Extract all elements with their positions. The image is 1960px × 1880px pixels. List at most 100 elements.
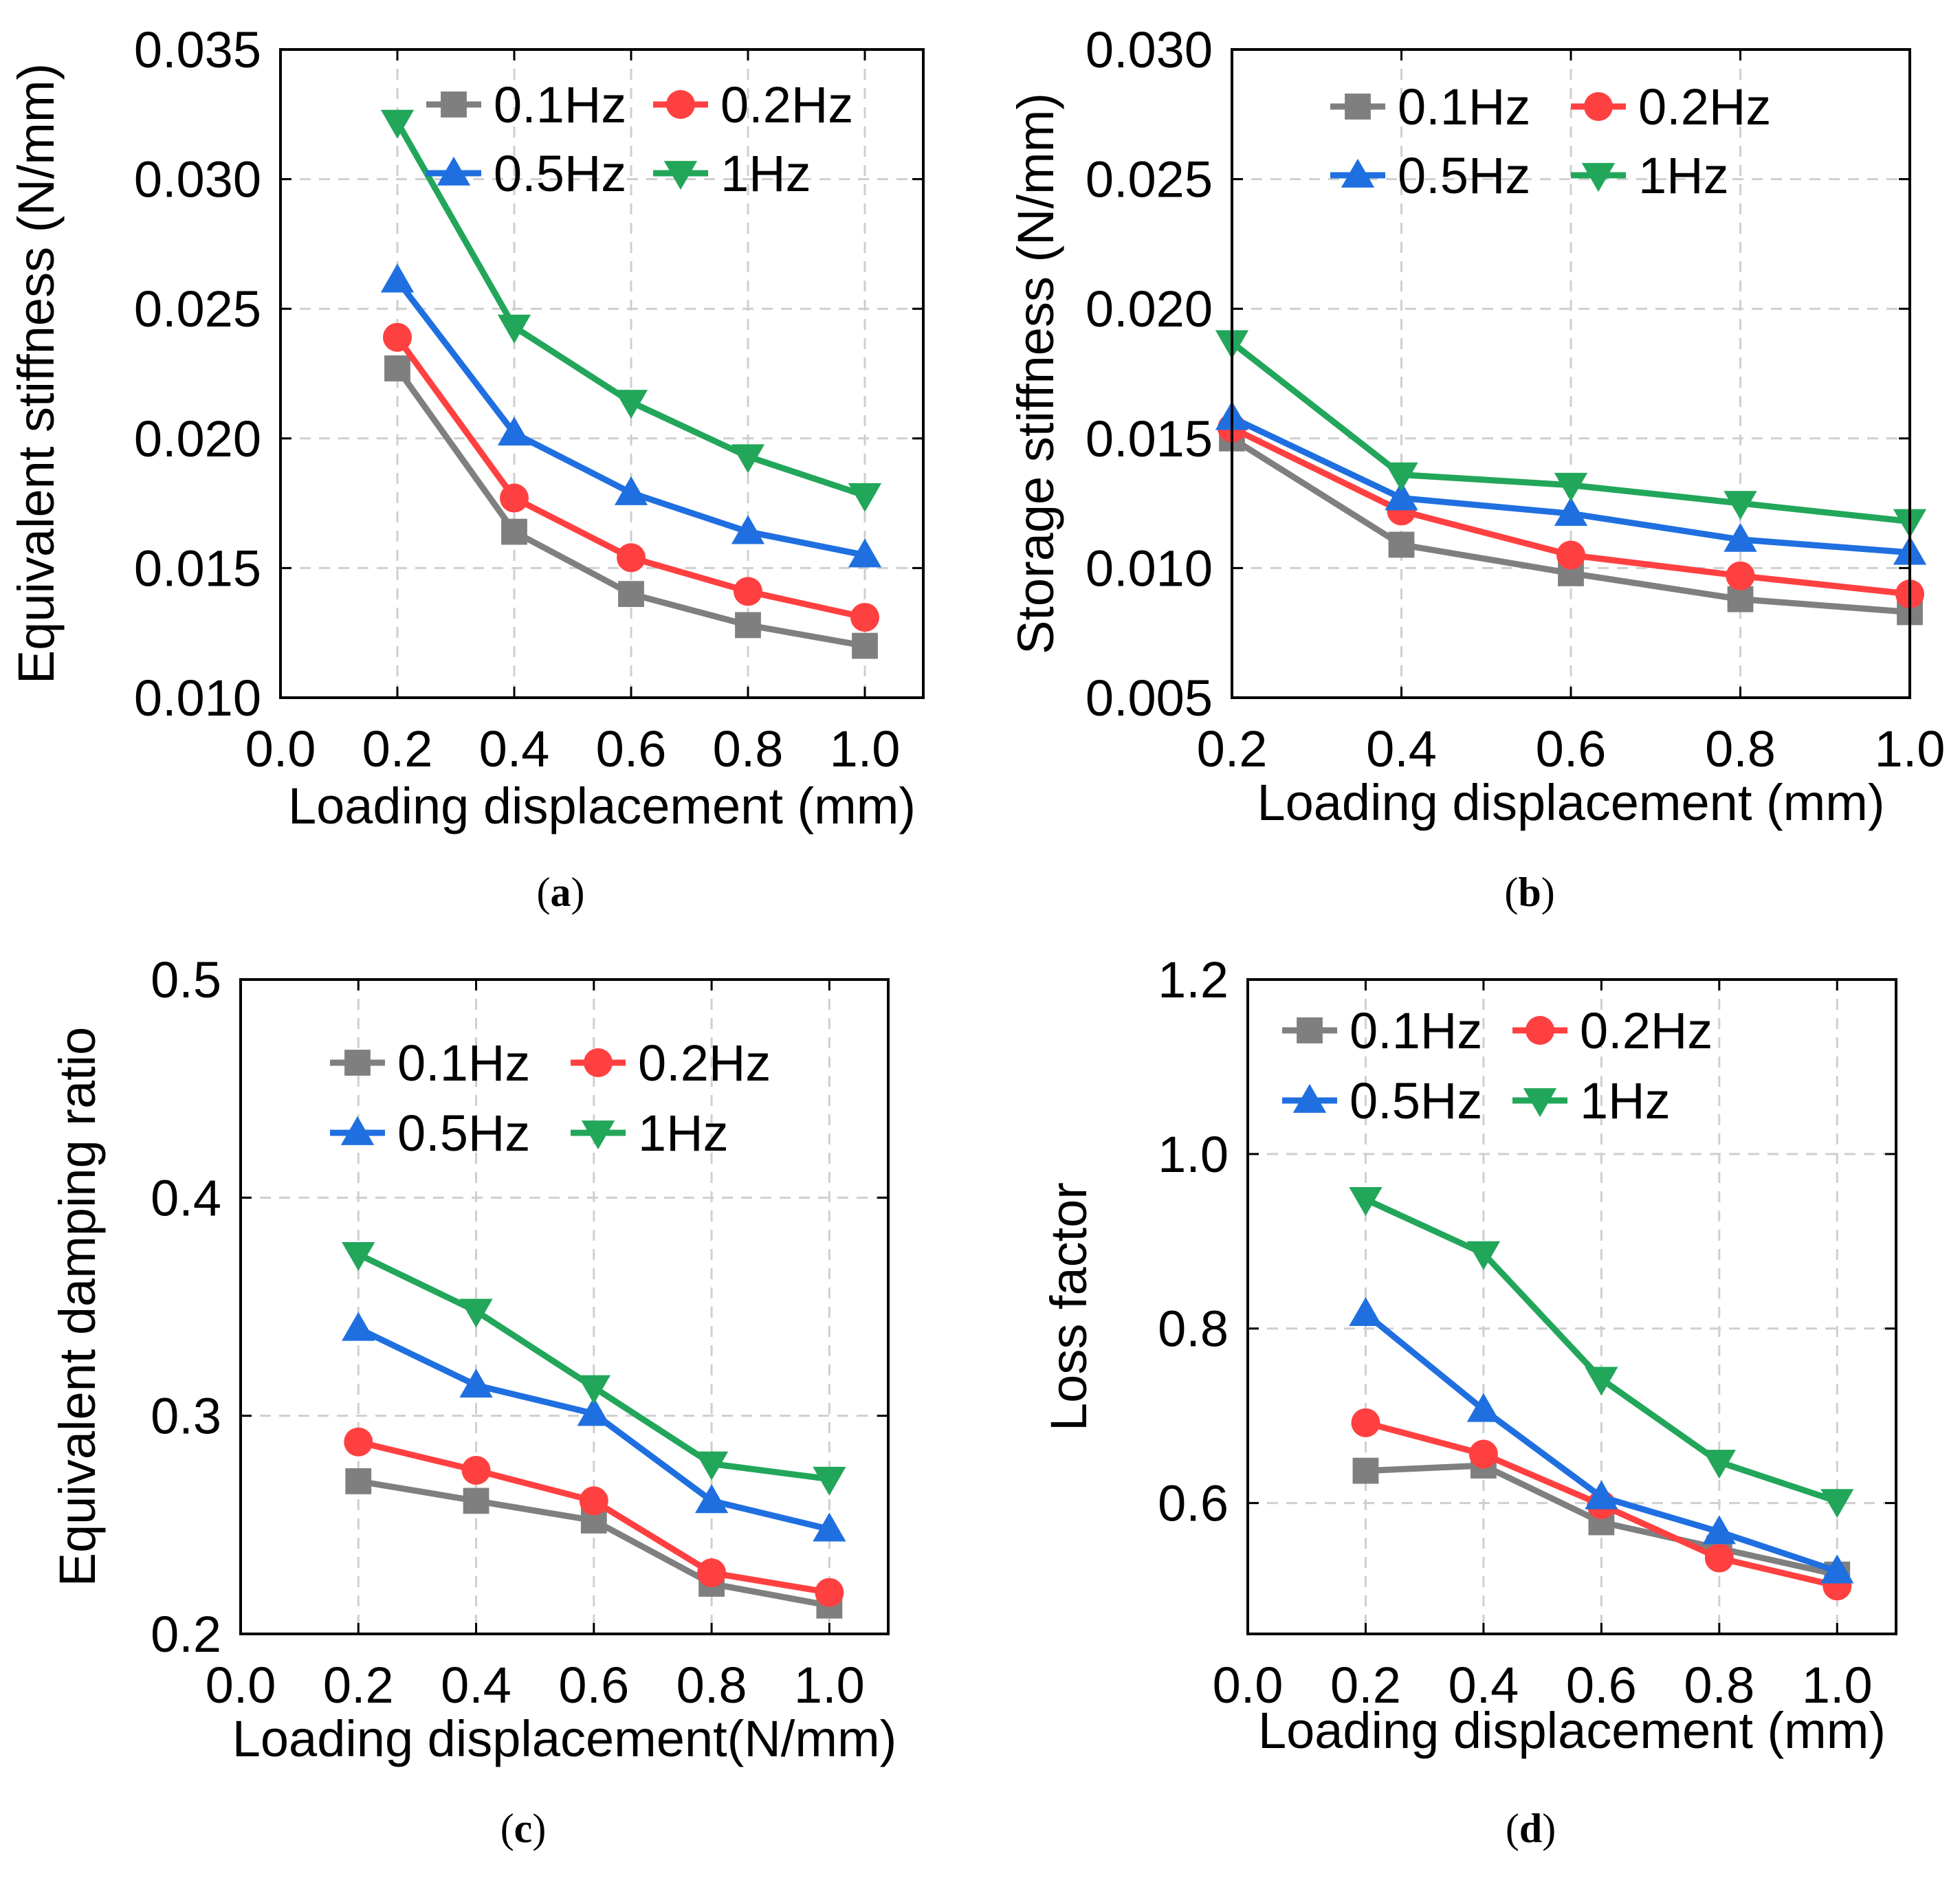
data-point-1Hz bbox=[342, 1241, 375, 1271]
y-tick-label: 0.8 bbox=[1158, 1301, 1229, 1358]
x-tick-label: 0.4 bbox=[441, 1657, 511, 1714]
x-tick-label: 0.0 bbox=[1213, 1657, 1284, 1714]
x-tick-label: 0.8 bbox=[676, 1657, 747, 1714]
data-point-0.2Hz bbox=[1468, 1439, 1498, 1469]
legend-label: 1Hz bbox=[720, 145, 811, 202]
y-axis-title: Equivalent stiffness (N/mm) bbox=[8, 63, 65, 684]
y-tick-label: 0.020 bbox=[1086, 280, 1213, 338]
x-axis-title: Loading displacement(N/mm) bbox=[232, 1710, 897, 1767]
data-point-0.1Hz bbox=[1352, 1457, 1379, 1484]
x-tick-label: 0.2 bbox=[362, 720, 433, 777]
x-tick-label: 0.6 bbox=[558, 1657, 629, 1714]
legend-label: 1Hz bbox=[638, 1105, 729, 1162]
legend-marker-0.1Hz bbox=[344, 1050, 371, 1076]
data-point-0.2Hz bbox=[579, 1486, 608, 1516]
x-tick-label: 0.0 bbox=[206, 1657, 276, 1714]
legend-label: 0.5Hz bbox=[1398, 147, 1530, 204]
legend-marker-0.1Hz bbox=[1345, 93, 1371, 120]
plot-frame bbox=[1231, 48, 1911, 699]
panel-caption: (b) bbox=[1504, 870, 1554, 915]
data-point-0.5Hz bbox=[1702, 1515, 1736, 1545]
data-point-1Hz bbox=[380, 109, 415, 139]
y-tick-label: 0.035 bbox=[134, 21, 261, 78]
panel-c: 0.0 0.2 0.4 0.6 0.8 1.00.20.30.40.50.1Hz 0.2Hz… bbox=[49, 951, 896, 1851]
y-tick-label: 1.0 bbox=[1158, 1126, 1229, 1183]
legend-label: 0.1Hz bbox=[1350, 1002, 1482, 1059]
data-point-1Hz bbox=[1820, 1489, 1854, 1518]
y-axis-title: Equivalent damping ratio bbox=[49, 1027, 106, 1587]
x-tick-label: 0.4 bbox=[1448, 1657, 1519, 1714]
data-point-0.1Hz bbox=[501, 518, 527, 545]
x-tick-label: 1.0 bbox=[794, 1657, 865, 1714]
data-point-0.5Hz bbox=[614, 476, 648, 505]
data-point-1Hz bbox=[848, 483, 882, 512]
x-tick-label: 0.2 bbox=[1330, 1657, 1401, 1714]
data-point-0.1Hz bbox=[345, 1468, 372, 1494]
data-point-0.1Hz bbox=[852, 632, 878, 659]
data-point-1Hz bbox=[577, 1375, 610, 1404]
data-point-1Hz bbox=[459, 1298, 493, 1328]
caption-letter: d bbox=[1519, 1806, 1542, 1851]
data-point-0.1Hz bbox=[735, 612, 761, 639]
y-tick-label: 0.4 bbox=[151, 1169, 221, 1226]
x-tick-label: 0.4 bbox=[1366, 720, 1437, 777]
data-point-0.5Hz bbox=[731, 515, 765, 544]
data-point-1Hz bbox=[1349, 1187, 1383, 1217]
data-point-0.5Hz bbox=[497, 417, 531, 446]
caption-letter: a bbox=[551, 870, 571, 915]
data-point-0.5Hz bbox=[1349, 1297, 1383, 1327]
x-tick-label: 0.6 bbox=[1566, 1657, 1637, 1714]
data-point-1Hz bbox=[1466, 1241, 1501, 1270]
data-point-0.5Hz bbox=[813, 1512, 846, 1542]
caption-paren-close: ) bbox=[1541, 870, 1555, 915]
panel-caption: (d) bbox=[1506, 1806, 1556, 1851]
data-point-0.1Hz bbox=[1727, 586, 1754, 612]
y-tick-label: 0.5 bbox=[151, 951, 221, 1008]
y-tick-label: 0.030 bbox=[134, 151, 261, 208]
x-axis-title: Loading displacement (mm) bbox=[288, 777, 916, 834]
y-tick-label: 0.010 bbox=[1086, 540, 1213, 597]
data-point-0.2Hz bbox=[344, 1427, 373, 1457]
x-axis-title: Loading displacement (mm) bbox=[1258, 1702, 1886, 1759]
y-tick-label: 0.010 bbox=[134, 670, 261, 727]
legend-label: 0.2Hz bbox=[1580, 1002, 1713, 1059]
legend-label: 1Hz bbox=[1638, 147, 1729, 204]
data-point-0.2Hz bbox=[500, 483, 529, 513]
legend-marker-0.5Hz bbox=[1341, 158, 1375, 188]
x-tick-label: 1.0 bbox=[830, 720, 901, 777]
caption-paren-close: ) bbox=[1542, 1806, 1556, 1851]
y-axis-title: Storage stiffness (N/mm) bbox=[1007, 93, 1064, 654]
data-point-1Hz bbox=[614, 390, 648, 419]
panel-b: 0.2 0.4 0.6 0.8 1.0 0.005 0.010 0.015 0.020 0.025… bbox=[1007, 21, 1945, 915]
legend-marker-1Hz bbox=[1523, 1088, 1557, 1118]
data-point-0.2Hz bbox=[461, 1456, 491, 1485]
x-tick-label: 0.4 bbox=[479, 720, 550, 777]
data-point-0.1Hz bbox=[1388, 531, 1415, 558]
data-point-0.1Hz bbox=[463, 1488, 489, 1514]
data-point-0.2Hz bbox=[1726, 561, 1755, 590]
legend-marker-1Hz bbox=[663, 161, 698, 190]
x-tick-label: 0.8 bbox=[1705, 720, 1776, 777]
legend-marker-0.2Hz bbox=[1584, 92, 1613, 121]
data-point-0.2Hz bbox=[1556, 540, 1585, 570]
y-tick-label: 0.015 bbox=[134, 540, 261, 597]
legend-label: 0.2Hz bbox=[720, 76, 853, 133]
data-point-1Hz bbox=[731, 444, 765, 474]
data-point-0.2Hz bbox=[815, 1578, 844, 1607]
caption-paren-close: ) bbox=[571, 870, 585, 915]
data-point-0.5Hz bbox=[694, 1484, 729, 1514]
legend-label: 0.2Hz bbox=[1638, 78, 1771, 135]
data-point-1Hz bbox=[1554, 472, 1588, 502]
x-tick-label: 1.0 bbox=[1875, 720, 1946, 777]
plot-frame bbox=[279, 48, 925, 699]
y-tick-label: 0.3 bbox=[151, 1388, 221, 1445]
data-point-0.2Hz bbox=[734, 577, 762, 606]
data-point-1Hz bbox=[1702, 1450, 1736, 1479]
caption-paren-open: ( bbox=[537, 870, 551, 915]
legend-label: 0.2Hz bbox=[638, 1035, 771, 1092]
data-point-1Hz bbox=[694, 1451, 729, 1481]
data-point-1Hz bbox=[497, 314, 531, 344]
x-tick-label: 1.0 bbox=[1802, 1657, 1873, 1714]
